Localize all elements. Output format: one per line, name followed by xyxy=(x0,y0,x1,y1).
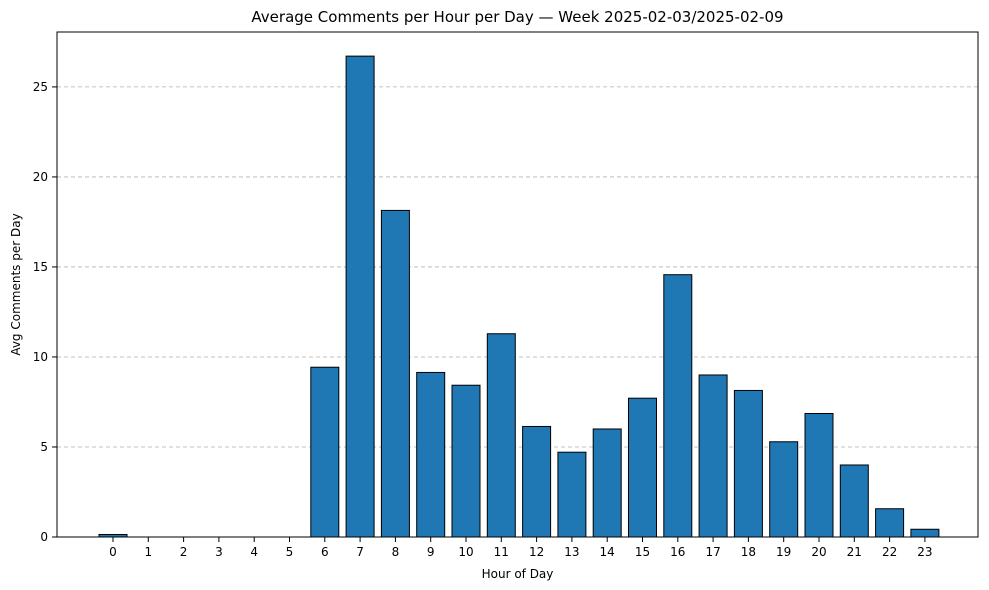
y-tick-label-10: 10 xyxy=(33,350,48,364)
bar-hour-12 xyxy=(522,425,552,538)
bar-hour-9 xyxy=(416,371,446,538)
plot-frame xyxy=(56,31,979,538)
y-axis-label: Avg Comments per Day xyxy=(9,213,23,355)
bar-hour-22 xyxy=(875,508,905,538)
x-tick-label-14: 14 xyxy=(600,545,615,559)
x-tick-label-3: 3 xyxy=(215,545,223,559)
bar-hour-19 xyxy=(769,441,799,538)
bar-hour-15 xyxy=(628,397,657,538)
x-tick-label-2: 2 xyxy=(180,545,188,559)
x-axis-ticks: 0 1 2 3 4 5 6 7 8 9 10 11 12 13 14 15 16 17 18 19 20 21 22 23 xyxy=(109,537,933,559)
y-tick-label-15: 15 xyxy=(33,260,48,274)
x-tick-label-19: 19 xyxy=(776,545,791,559)
x-tick-label-9: 9 xyxy=(427,545,435,559)
x-tick-label-10: 10 xyxy=(458,545,473,559)
chart-title: Average Comments per Hour per Day — Week… xyxy=(251,8,783,26)
x-tick-label-8: 8 xyxy=(392,545,400,559)
y-tick-label-20: 20 xyxy=(33,170,48,184)
x-axis-label: Hour of Day xyxy=(482,567,554,581)
y-tick-label-0: 0 xyxy=(40,530,48,544)
x-tick-label-7: 7 xyxy=(356,545,364,559)
x-tick-label-15: 15 xyxy=(635,545,650,559)
x-tick-label-11: 11 xyxy=(494,545,509,559)
x-tick-label-6: 6 xyxy=(321,545,329,559)
bar-hour-23 xyxy=(910,528,940,538)
x-tick-label-23: 23 xyxy=(917,545,932,559)
bar-hour-7 xyxy=(345,55,375,538)
x-tick-label-16: 16 xyxy=(670,545,685,559)
bar-hour-13 xyxy=(557,451,587,538)
bar-hour-10 xyxy=(451,384,481,538)
x-tick-label-1: 1 xyxy=(144,545,152,559)
bar-hour-20 xyxy=(804,412,834,538)
grid-lines xyxy=(57,86,978,448)
bar-hour-16 xyxy=(663,274,693,538)
bar-hour-11 xyxy=(486,333,516,538)
bar-hour-14 xyxy=(592,428,622,538)
x-tick-label-5: 5 xyxy=(286,545,294,559)
x-tick-label-21: 21 xyxy=(847,545,862,559)
x-tick-label-0: 0 xyxy=(109,545,117,559)
x-tick-label-13: 13 xyxy=(564,545,579,559)
bar-hour-17 xyxy=(698,374,728,538)
x-tick-label-17: 17 xyxy=(705,545,720,559)
x-tick-label-12: 12 xyxy=(529,545,544,559)
x-tick-label-18: 18 xyxy=(741,545,756,559)
x-tick-label-4: 4 xyxy=(250,545,258,559)
bar-hour-6 xyxy=(310,366,340,538)
bars xyxy=(98,55,940,538)
y-axis-ticks: 0 5 10 15 20 25 xyxy=(33,80,57,544)
x-tick-label-20: 20 xyxy=(811,545,826,559)
bar-hour-18 xyxy=(733,389,763,538)
y-tick-label-25: 25 xyxy=(33,80,48,94)
bar-hour-8 xyxy=(380,209,410,538)
bar-hour-21 xyxy=(839,464,869,538)
x-tick-label-22: 22 xyxy=(882,545,897,559)
y-tick-label-5: 5 xyxy=(40,440,48,454)
